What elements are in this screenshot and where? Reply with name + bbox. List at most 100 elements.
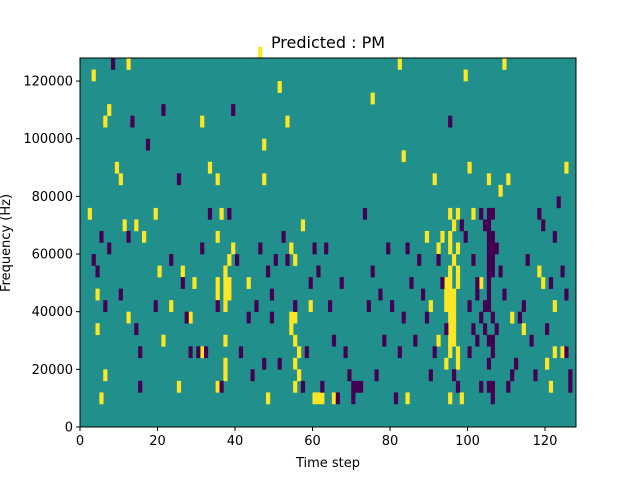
heatmap-cell-low — [436, 254, 441, 266]
x-axis: 0 20 40 60 80 100 120 — [76, 427, 557, 449]
heatmap-cell-low — [204, 346, 209, 359]
heatmap-cell-low — [320, 380, 325, 393]
heatmap-cell-high — [192, 277, 197, 289]
heatmap-cell-high — [424, 230, 430, 243]
heatmap-cell-high — [444, 300, 449, 312]
heatmap-cell-low — [126, 230, 131, 243]
heatmap-cell-low — [471, 323, 476, 336]
heatmap-cell-high — [452, 288, 457, 301]
heatmap-cell-low — [266, 265, 271, 278]
heatmap-cell-low — [413, 334, 418, 347]
heatmap-cell-high — [320, 392, 325, 405]
y-tick-label: 40000 — [32, 305, 73, 320]
heatmap-cell-high — [262, 138, 267, 151]
heatmap-cell-high — [467, 161, 472, 174]
heatmap-cell-low — [269, 311, 275, 324]
heatmap-cell-high — [289, 323, 294, 336]
heatmap-cell-high — [95, 323, 100, 336]
heatmap-cell-high — [455, 207, 461, 220]
heatmap-cell-low — [568, 380, 573, 393]
heatmap-cell-low — [479, 207, 484, 220]
heatmap-cell-high — [153, 207, 158, 220]
heatmap-cell-low — [521, 300, 526, 312]
heatmap-cell-low — [335, 392, 340, 405]
heatmap-cell-low — [455, 380, 461, 393]
x-axis-label: Time step — [295, 456, 360, 471]
heatmap-cell-high — [161, 334, 166, 347]
heatmap-cell-low — [300, 380, 306, 393]
heatmap-cell-high — [134, 219, 139, 232]
heatmap-cell-high — [262, 173, 267, 186]
heatmap-cell-low — [312, 242, 317, 255]
heatmap-cell-high — [552, 300, 557, 312]
heatmap-cell-low — [304, 346, 309, 359]
heatmap-cell-low — [490, 230, 495, 243]
heatmap-cell-high — [432, 173, 437, 186]
x-tick-label: 0 — [76, 434, 84, 449]
heatmap-cell-high — [448, 334, 453, 347]
heatmap-cell-low — [467, 346, 472, 359]
heatmap-cell-low — [188, 346, 193, 359]
heatmap-cell-low — [463, 230, 468, 243]
heatmap-cell-low — [490, 242, 495, 255]
heatmap-cell-high — [107, 104, 112, 116]
heatmap-cell-high — [448, 323, 453, 336]
heatmap-cell-low — [269, 288, 275, 301]
heatmap-cell-low — [486, 219, 492, 232]
heatmap-cell-high — [312, 392, 317, 405]
heatmap-cell-high — [297, 369, 302, 382]
heatmap-cell-high — [452, 254, 457, 266]
heatmap-cell-high — [448, 346, 453, 359]
heatmap-cell-low — [176, 173, 182, 186]
heatmap-cell-low — [475, 334, 480, 347]
heatmap-cell-low — [161, 104, 166, 116]
heatmap-cell-high — [180, 265, 185, 278]
heatmap-cell-high — [479, 277, 484, 289]
heatmap-cell-high — [370, 92, 375, 105]
heatmap-cell-low — [490, 334, 495, 347]
y-axis-label: Frequency (Hz) — [0, 194, 14, 292]
heatmap-cell-low — [207, 207, 213, 220]
heatmap-cell-high — [277, 81, 282, 93]
heatmap-cell-high — [223, 265, 228, 278]
heatmap-cell-low — [366, 300, 371, 312]
heatmap-cell-high — [331, 392, 337, 405]
plot-frame — [79, 57, 577, 428]
heatmap-cell-low — [448, 115, 453, 128]
x-tick-label: 40 — [227, 434, 244, 449]
heatmap-cell-low — [324, 242, 329, 255]
heatmap-cell-high — [223, 334, 228, 347]
heatmap-cell-high — [142, 230, 147, 243]
heatmap-cell-low — [130, 115, 135, 128]
heatmap-cell-low — [262, 357, 267, 370]
heatmap-cell-high — [219, 207, 224, 220]
heatmap-cell-low — [486, 254, 492, 266]
heatmap-cell-low — [424, 311, 430, 324]
heatmap-cell-high — [564, 161, 569, 174]
heatmap-cell-low — [432, 346, 437, 359]
heatmap-cell-low — [386, 242, 391, 255]
heatmap-cell-high — [118, 173, 123, 186]
heatmap-cell-high — [448, 230, 453, 243]
heatmap-cell-high — [227, 288, 232, 301]
heatmap-cell-low — [273, 254, 278, 266]
heatmap-cell-high — [545, 357, 550, 370]
heatmap-cell-low — [486, 334, 492, 347]
heatmap-cell-low — [494, 242, 499, 255]
heatmap-cell-low — [91, 254, 96, 266]
heatmap-cell-low — [545, 323, 550, 336]
heatmap-cell-high — [223, 277, 228, 289]
heatmap-cell-low — [486, 380, 492, 393]
heatmap-cell-low — [475, 288, 480, 301]
heatmap-cell-high — [188, 311, 193, 324]
heatmap-cell-high — [293, 254, 298, 266]
heatmap-cell-low — [467, 300, 472, 312]
heatmap-cell-high — [455, 346, 461, 359]
heatmap-cell-low — [258, 242, 263, 255]
heatmap-cell-high — [91, 69, 96, 82]
heatmap-cell-high — [459, 392, 464, 405]
heatmap-cell-high — [401, 150, 406, 163]
heatmap-cell-low — [103, 300, 108, 312]
heatmap-cell-high — [537, 265, 542, 278]
heatmap-cell-low — [184, 311, 189, 324]
